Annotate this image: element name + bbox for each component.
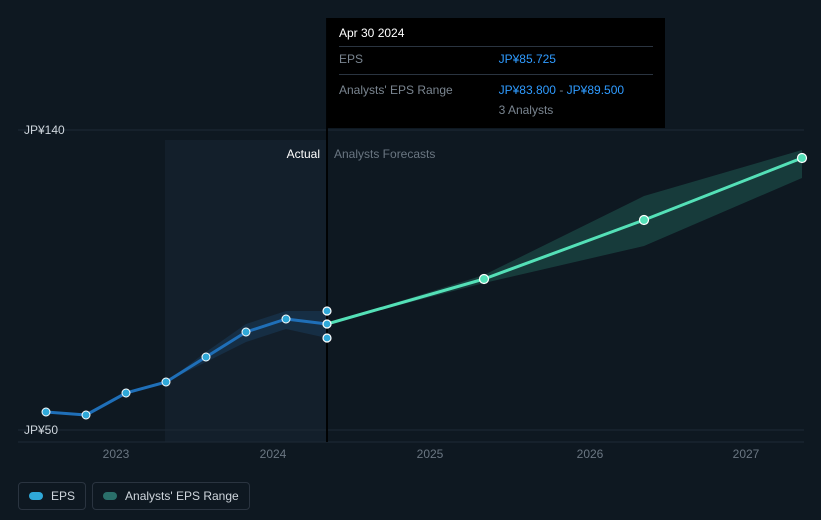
eps-actual-point[interactable] — [162, 378, 170, 386]
legend-item-range[interactable]: Analysts' EPS Range — [92, 482, 250, 510]
x-axis-label: 2025 — [417, 447, 444, 461]
eps-actual-point[interactable] — [282, 315, 290, 323]
x-axis-label: 2026 — [577, 447, 604, 461]
y-axis-label: JP¥50 — [24, 423, 58, 437]
tooltip-range-value: JP¥83.800 - JP¥89.500 — [499, 80, 653, 100]
legend-swatch-icon — [103, 492, 117, 500]
range-endpoint-marker[interactable] — [323, 320, 331, 328]
x-axis-label: 2023 — [103, 447, 130, 461]
legend-item-eps[interactable]: EPS — [18, 482, 86, 510]
eps-actual-point[interactable] — [42, 408, 50, 416]
eps-chart: JP¥140 JP¥50 2023 2024 2025 2026 2027 Actual Ana… — [0, 0, 821, 520]
eps-forecast-point[interactable] — [798, 154, 807, 163]
legend-label: Analysts' EPS Range — [125, 489, 239, 503]
eps-actual-point[interactable] — [242, 328, 250, 336]
tooltip-date: Apr 30 2024 — [339, 26, 653, 40]
eps-forecast-point[interactable] — [640, 216, 649, 225]
tooltip-eps-label: EPS — [339, 49, 499, 69]
eps-actual-point[interactable] — [122, 389, 130, 397]
actual-label: Actual — [287, 147, 320, 161]
actual-region-shade — [165, 140, 327, 442]
range-endpoint-marker[interactable] — [323, 307, 331, 315]
x-axis-label: 2024 — [260, 447, 287, 461]
tooltip-eps-value: JP¥85.725 — [499, 49, 653, 69]
tooltip-analysts: 3 Analysts — [499, 100, 653, 120]
x-axis-label: 2027 — [733, 447, 760, 461]
chart-tooltip: Apr 30 2024 EPS JP¥85.725 Analysts' EPS … — [327, 18, 665, 128]
y-axis-label: JP¥140 — [24, 123, 65, 137]
eps-actual-point[interactable] — [82, 411, 90, 419]
tooltip-range-label: Analysts' EPS Range — [339, 80, 499, 100]
range-endpoint-marker[interactable] — [323, 334, 331, 342]
eps-actual-point[interactable] — [202, 353, 210, 361]
legend: EPS Analysts' EPS Range — [18, 482, 250, 510]
forecast-label: Analysts Forecasts — [334, 147, 435, 161]
legend-swatch-icon — [29, 492, 43, 500]
legend-label: EPS — [51, 489, 75, 503]
eps-forecast-point[interactable] — [480, 275, 489, 284]
